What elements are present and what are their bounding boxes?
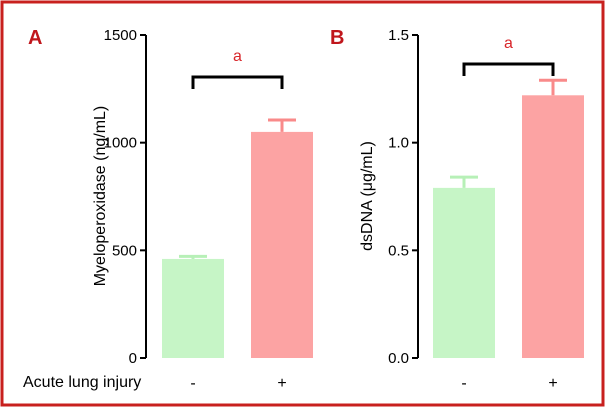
panel-b-y-axis-label: dsDNA (μg/mL) — [359, 141, 376, 251]
panel-b-bar-injury — [522, 95, 584, 358]
panel-a-x-tick-label: - — [190, 375, 195, 392]
panel-a-y-tick-label: 1500 — [104, 27, 137, 44]
panel-a-letter: A — [28, 27, 42, 49]
panel-a-y-tick-label: 500 — [112, 242, 137, 259]
panel-b-letter: B — [330, 27, 344, 49]
panel-a-bar-control — [162, 258, 224, 358]
panel-a-significance-label: a — [233, 48, 242, 65]
panel-a-y-tick-label: 0 — [129, 350, 137, 367]
panel-a-y-axis-label: Myeloperoxidase (ng/mL) — [92, 106, 109, 287]
panel-b-y-tick-label: 1.0 — [388, 135, 409, 152]
panel-a-x-tick-label: + — [277, 375, 286, 392]
panel-b-y-tick-label: 0.0 — [388, 350, 409, 367]
panel-b-bar-control — [433, 187, 495, 358]
panel-b-significance-label: a — [504, 35, 513, 52]
panel-b-y-tick-label: 1.5 — [388, 27, 409, 44]
panel-a-significance-bracket — [191, 75, 284, 89]
panel-b-significance-bracket — [462, 62, 555, 76]
panel-b-x-tick-label: - — [461, 375, 466, 392]
panel-b-y-tick-label: 0.5 — [388, 242, 409, 259]
condition-label: Acute lung injury — [23, 374, 141, 391]
panel-a: A Myeloperoxidase (ng/mL) 0 500 1000 1500 - + a — [28, 27, 313, 392]
panel-a-y-tick-label: 1000 — [104, 135, 137, 152]
panel-a-bar-injury — [251, 131, 313, 358]
panel-b-x-tick-label: + — [548, 375, 557, 392]
